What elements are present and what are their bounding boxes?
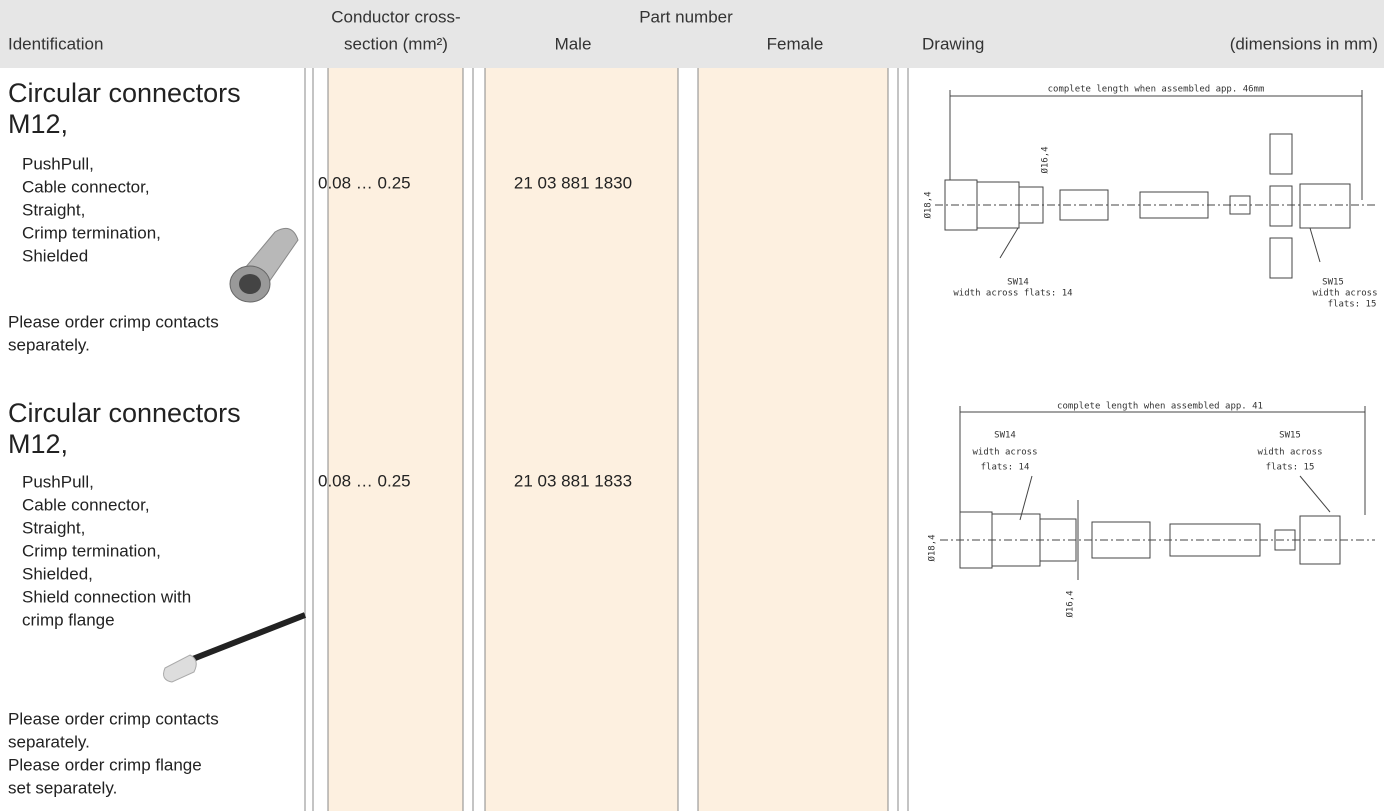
header-cell: Drawing [922, 34, 984, 53]
note: Please order crimp contacts [8, 709, 219, 728]
header-cell: section (mm²) [344, 34, 448, 53]
note: Please order crimp flange [8, 755, 202, 774]
row-title: M12, [8, 109, 68, 139]
drawing-label: width across [972, 448, 1037, 458]
drawing-label: width across [1312, 289, 1377, 299]
note: Please order crimp contacts [8, 312, 219, 331]
feature: Crimp termination, [22, 223, 161, 242]
column-lines [304, 68, 909, 811]
drawing-label: Ø16,4 [1040, 146, 1051, 173]
drawing-label: complete length when assembled app. 46mm [1048, 85, 1265, 95]
drawing-label: SW15 [1279, 431, 1301, 441]
column-shading [328, 68, 888, 811]
header-cell: Part number [639, 7, 733, 26]
note: separately. [8, 732, 90, 751]
header-cell: (dimensions in mm) [1230, 34, 1378, 53]
row-title: Circular connectors [8, 398, 241, 428]
feature: Cable connector, [22, 495, 150, 514]
drawing [935, 90, 1375, 279]
feature: Crimp termination, [22, 541, 161, 560]
conductor-cell: 0.08 … 0.25 [318, 173, 411, 192]
row-title: M12, [8, 429, 68, 459]
drawing-label: SW14 [994, 431, 1016, 441]
feature: Shielded [22, 246, 88, 265]
drawing-label: width across [1257, 448, 1322, 458]
header-cell: Female [767, 34, 824, 53]
product-image [229, 227, 299, 303]
drawing-label: SW14 [1007, 278, 1029, 288]
note: separately. [8, 335, 90, 354]
feature: Shield connection with [22, 587, 191, 606]
feature: PushPull, [22, 154, 94, 173]
row-title: Circular connectors [8, 78, 241, 108]
feature: Shielded, [22, 564, 93, 583]
feature: Straight, [22, 200, 85, 219]
drawing-label: width across flats: 14 [953, 289, 1072, 299]
header: Identification Conductor cross- section … [8, 7, 1378, 53]
drawing-label: Ø18,4 [923, 191, 934, 218]
feature: PushPull, [22, 472, 94, 491]
header-cell: Conductor cross- [331, 7, 460, 26]
drawing-label: complete length when assembled app. 41 [1057, 402, 1263, 412]
note: set separately. [8, 778, 117, 797]
drawing-label: flats: 15 [1266, 463, 1315, 473]
feature: crimp flange [22, 610, 115, 629]
drawing-label: Ø16,4 [1065, 590, 1076, 617]
drawing-label: flats: 15 [1328, 300, 1377, 310]
feature: Cable connector, [22, 177, 150, 196]
drawing-label: Ø18,4 [927, 534, 938, 561]
male-part-number: 21 03 881 1833 [514, 471, 632, 490]
feature: Straight, [22, 518, 85, 537]
drawing [940, 406, 1375, 580]
drawing-label: flats: 14 [981, 463, 1030, 473]
header-cell: Identification [8, 34, 103, 53]
drawing-label: SW15 [1322, 278, 1344, 288]
male-part-number: 21 03 881 1830 [514, 173, 632, 192]
product-image [163, 612, 307, 683]
conductor-cell: 0.08 … 0.25 [318, 471, 411, 490]
header-bg [0, 0, 1384, 68]
header-cell: Male [555, 34, 592, 53]
